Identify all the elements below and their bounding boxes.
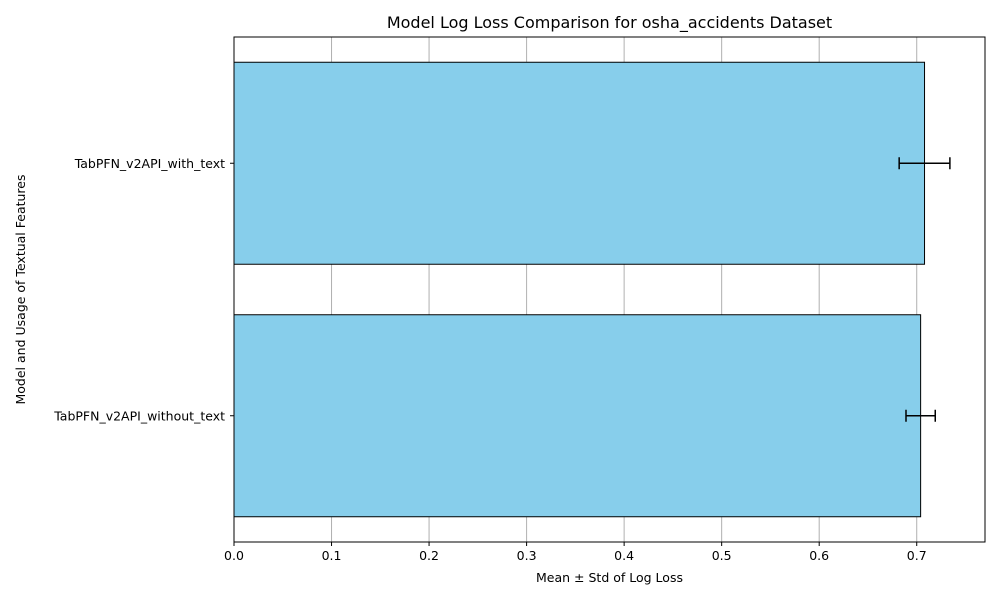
bar (233, 314, 922, 518)
bar-layer (233, 61, 926, 518)
y-tick-layer: TabPFN_v2API_with_text TabPFN_v2API_witho… (53, 156, 234, 423)
x-tick-label: 0.0 (224, 548, 244, 563)
y-tick-label: TabPFN_v2API_with_text (74, 156, 225, 171)
error-bar-layer (898, 157, 951, 422)
x-tick-label: 0.5 (712, 548, 732, 563)
x-tick-label: 0.4 (614, 548, 634, 563)
plot-frame (233, 36, 986, 543)
bar (233, 61, 926, 265)
x-tick-label: 0.1 (322, 548, 342, 563)
x-tick-label: 0.7 (907, 548, 927, 563)
y-tick-label: TabPFN_v2API_without_text (53, 408, 225, 423)
y-axis-label: Model and Usage of Textual Features (13, 175, 28, 405)
x-tick-label: 0.6 (809, 548, 829, 563)
x-axis-label: Mean ± Std of Log Loss (536, 570, 683, 585)
x-tick-label: 0.2 (419, 548, 439, 563)
x-tick-label: 0.3 (517, 548, 537, 563)
chart-title: Model Log Loss Comparison for osha_accid… (387, 13, 832, 33)
x-tick-layer: 0.0 0.1 0.2 0.3 0.4 0.5 0.6 0.7 (224, 542, 927, 563)
